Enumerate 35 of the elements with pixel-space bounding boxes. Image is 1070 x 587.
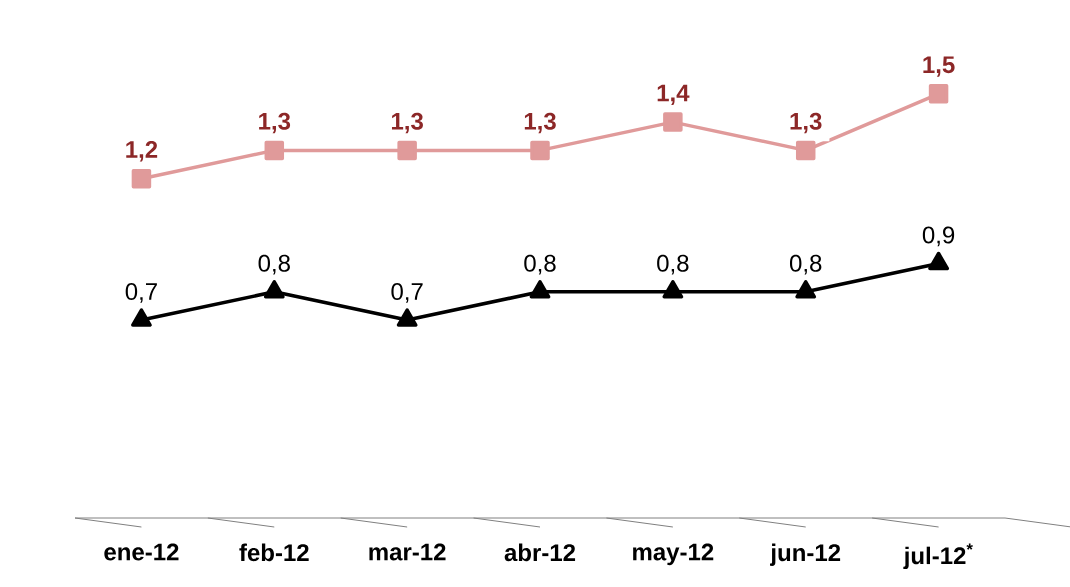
point [264, 140, 285, 161]
data-label: 0,8 [258, 254, 290, 275]
x-tick-label: jun-12 [770, 543, 841, 566]
data-label: 1,3 [524, 112, 556, 134]
data-label: 0,8 [524, 254, 556, 275]
point [530, 140, 550, 161]
data-label: 0,7 [391, 283, 423, 303]
point [928, 84, 949, 104]
data-label: 1,2 [126, 140, 158, 162]
point [662, 280, 684, 299]
point [529, 280, 551, 299]
data-label: 0,8 [789, 254, 822, 275]
point [795, 280, 817, 299]
point [396, 308, 418, 327]
point [928, 251, 949, 271]
point [663, 112, 683, 132]
data-label: 1,3 [391, 112, 423, 134]
data-label: 0,9 [922, 226, 955, 247]
point [131, 308, 152, 327]
data-label: 1,3 [259, 112, 291, 134]
point [131, 168, 152, 189]
x-tick-label: jul-12$^{*}$ [903, 543, 973, 570]
data-label: 1,5 [923, 56, 955, 77]
data-label: 1,4 [657, 84, 690, 105]
data-label: 1,3 [790, 112, 822, 134]
x-tick-label: abr-12 [504, 543, 576, 562]
x-tick-label: mar-12 [369, 543, 446, 561]
data-label: 0,7 [125, 283, 157, 303]
x-tick-label: feb-12 [239, 543, 309, 562]
point [263, 280, 285, 299]
data-label: 0,8 [657, 254, 689, 275]
x-tick-label: may-12 [633, 543, 714, 566]
x-tick-label: ene-12 [104, 543, 179, 561]
point [397, 140, 417, 161]
point [795, 140, 816, 161]
